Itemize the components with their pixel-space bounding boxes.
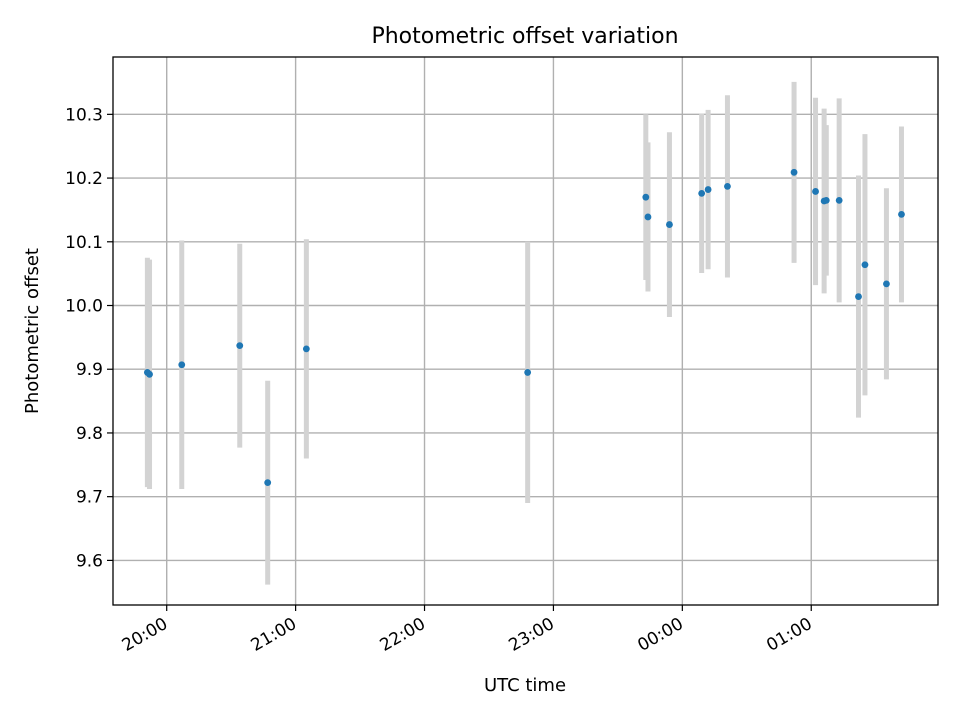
data-point: [855, 293, 862, 300]
y-tick-label: 9.7: [76, 488, 103, 508]
data-point: [666, 221, 673, 228]
data-point: [642, 193, 650, 201]
data-point: [698, 189, 706, 197]
y-tick-label: 10.3: [65, 105, 103, 125]
data-point: [178, 361, 186, 369]
data-point: [790, 168, 798, 176]
data-point: [644, 213, 652, 221]
y-axis-label: Photometric offset: [22, 248, 43, 414]
data-point: [264, 479, 272, 487]
y-tick-label: 9.6: [76, 551, 103, 571]
data-point: [704, 186, 712, 193]
data-points: [143, 168, 905, 487]
data-point: [835, 196, 843, 204]
data-point: [861, 261, 869, 269]
y-tick-label: 10.0: [65, 297, 103, 317]
data-point: [302, 345, 310, 353]
data-point: [524, 369, 532, 376]
y-tick-label: 9.9: [76, 360, 103, 380]
plot-area-frame: [112, 56, 939, 606]
data-point: [822, 196, 830, 204]
data-point: [236, 342, 244, 350]
y-tick-label: 9.8: [76, 424, 103, 444]
y-tick-label: 10.1: [65, 233, 103, 253]
data-point: [898, 210, 905, 218]
data-point: [883, 280, 890, 288]
x-axis-label: UTC time: [484, 675, 566, 696]
data-point: [812, 188, 819, 195]
data-point: [146, 370, 153, 378]
data-point: [724, 182, 731, 190]
y-tick-label: 10.2: [65, 169, 103, 189]
chart-title: Photometric offset variation: [371, 24, 678, 49]
